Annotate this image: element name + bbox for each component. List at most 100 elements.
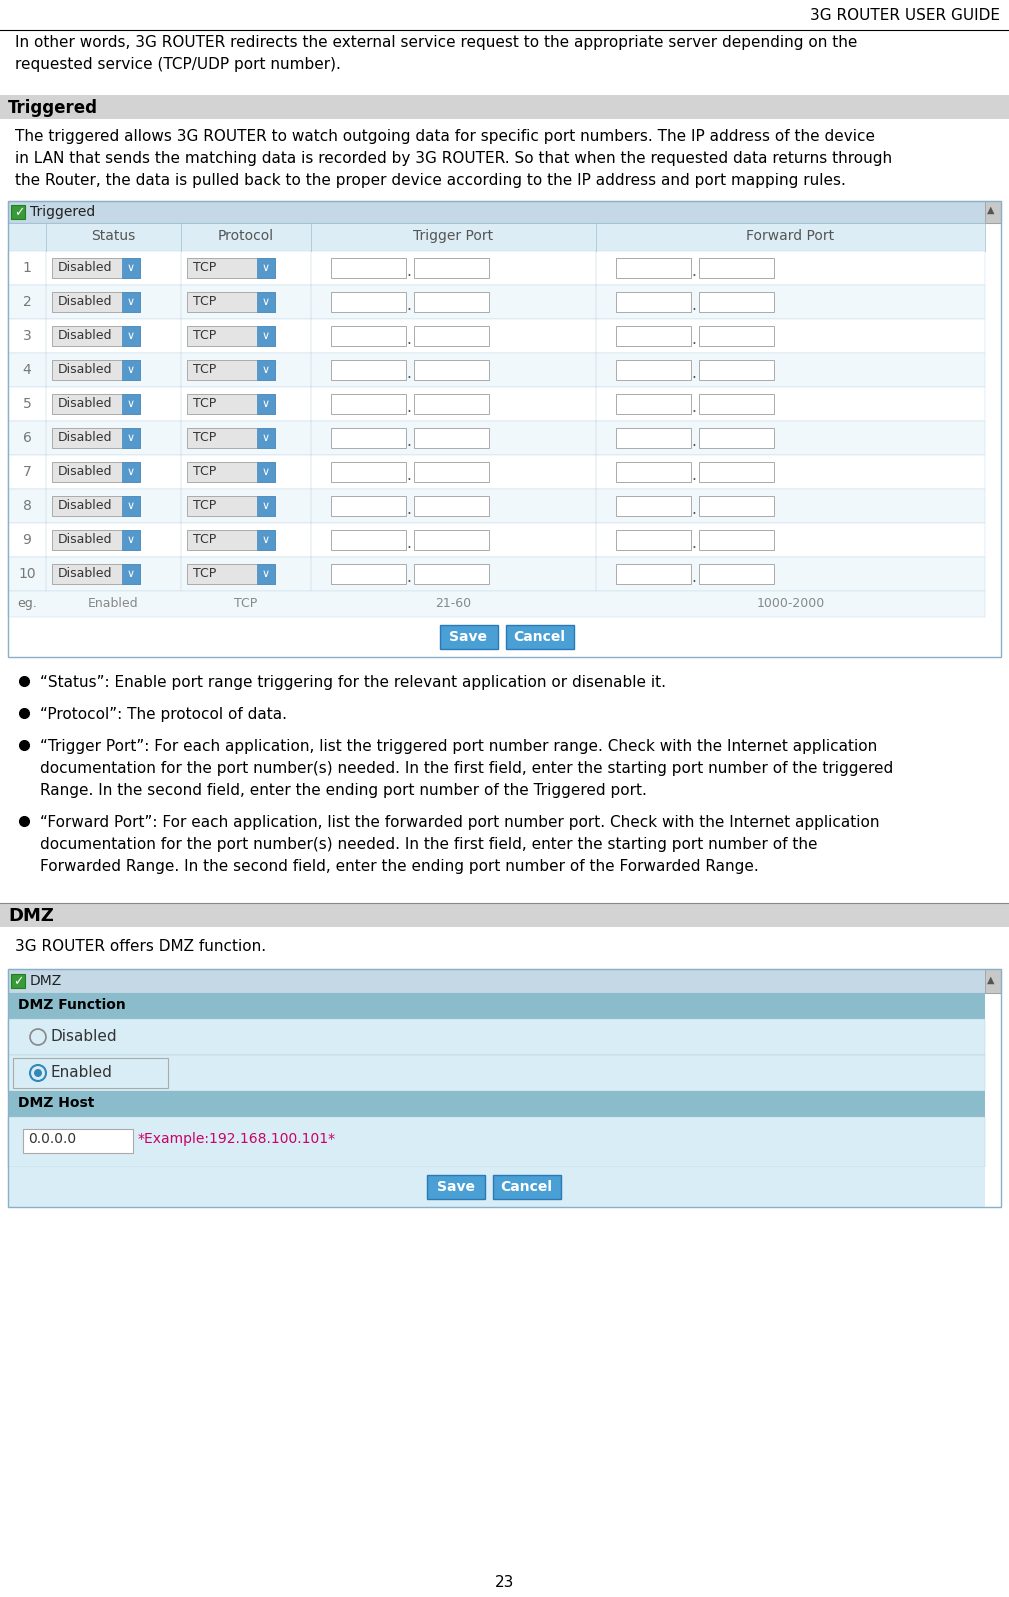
Text: 8: 8	[22, 498, 31, 513]
Text: 3G ROUTER USER GUIDE: 3G ROUTER USER GUIDE	[810, 8, 1000, 22]
Bar	[122, 462, 140, 482]
Bar	[699, 259, 774, 278]
Bar	[122, 428, 140, 449]
Bar	[257, 530, 275, 549]
Text: 1: 1	[22, 260, 31, 275]
Bar	[492, 1175, 561, 1199]
Text: 21-60: 21-60	[436, 597, 471, 610]
Bar	[0, 902, 1009, 926]
Text: ∨: ∨	[262, 297, 270, 307]
Text: ∨: ∨	[262, 366, 270, 375]
Bar	[8, 1091, 985, 1116]
Bar	[331, 292, 406, 311]
Bar	[23, 1129, 133, 1153]
Text: Trigger Port: Trigger Port	[414, 228, 493, 243]
Bar	[331, 530, 406, 549]
Text: 1000-2000: 1000-2000	[757, 597, 824, 610]
Text: .: .	[407, 264, 412, 279]
Text: TCP: TCP	[193, 329, 216, 342]
Text: .: .	[691, 332, 696, 347]
Text: ∨: ∨	[262, 399, 270, 409]
Bar	[187, 564, 275, 585]
Text: ∨: ∨	[262, 466, 270, 478]
Text: ▲: ▲	[987, 204, 995, 216]
Text: TCP: TCP	[193, 465, 216, 478]
Text: ∨: ∨	[127, 535, 135, 545]
Bar	[985, 201, 1001, 224]
Text: 23: 23	[494, 1575, 515, 1591]
Bar	[616, 326, 691, 347]
Bar	[331, 259, 406, 278]
Bar	[699, 292, 774, 311]
Text: ∨: ∨	[262, 331, 270, 342]
Bar	[331, 394, 406, 414]
Text: ∨: ∨	[262, 433, 270, 442]
Bar	[616, 530, 691, 549]
Text: Disabled: Disabled	[58, 329, 112, 342]
Text: 3: 3	[22, 329, 31, 343]
Text: ∨: ∨	[127, 331, 135, 342]
Text: Disabled: Disabled	[58, 295, 112, 308]
Text: ∨: ∨	[127, 569, 135, 580]
Bar	[11, 974, 25, 989]
Bar	[8, 422, 985, 455]
Text: ∨: ∨	[262, 569, 270, 580]
Bar	[52, 359, 140, 380]
Bar	[122, 259, 140, 278]
Text: The triggered allows 3G ROUTER to watch outgoing data for specific port numbers.: The triggered allows 3G ROUTER to watch …	[15, 129, 875, 144]
Bar	[616, 497, 691, 516]
Text: Status: Status	[92, 228, 135, 243]
Bar	[122, 359, 140, 380]
Text: Disabled: Disabled	[58, 498, 112, 513]
Circle shape	[34, 1068, 42, 1076]
Text: “Status”: Enable port range triggering for the relevant application or disenable: “Status”: Enable port range triggering f…	[40, 676, 666, 690]
Bar	[52, 259, 140, 278]
Text: Save: Save	[449, 629, 487, 644]
Text: .: .	[407, 332, 412, 347]
Bar	[331, 428, 406, 449]
Bar	[187, 497, 275, 516]
Bar	[8, 201, 1001, 656]
Text: Disabled: Disabled	[58, 533, 112, 546]
Bar	[257, 359, 275, 380]
Bar	[8, 969, 1001, 993]
Bar	[427, 1175, 484, 1199]
Bar	[699, 394, 774, 414]
Text: *Example:192.168.100.101*: *Example:192.168.100.101*	[138, 1132, 336, 1147]
Text: 4: 4	[22, 363, 31, 377]
Bar	[8, 993, 985, 1019]
Bar	[414, 428, 489, 449]
Bar	[257, 564, 275, 585]
Text: ∨: ∨	[262, 264, 270, 273]
Text: Enabled: Enabled	[51, 1065, 113, 1080]
Bar	[187, 326, 275, 347]
Bar	[52, 326, 140, 347]
Text: Disabled: Disabled	[58, 465, 112, 478]
Text: .: .	[691, 468, 696, 482]
Bar	[414, 359, 489, 380]
Text: .: .	[691, 366, 696, 382]
Bar	[122, 564, 140, 585]
Text: ∨: ∨	[127, 433, 135, 442]
Text: TCP: TCP	[234, 597, 257, 610]
Text: Forwarded Range. In the second field, enter the ending port number of the Forwar: Forwarded Range. In the second field, en…	[40, 859, 759, 874]
Text: ✓: ✓	[14, 206, 24, 219]
Bar	[52, 530, 140, 549]
Text: documentation for the port number(s) needed. In the first field, enter the start: documentation for the port number(s) nee…	[40, 837, 817, 853]
Text: Disabled: Disabled	[58, 260, 112, 275]
Text: 5: 5	[22, 398, 31, 410]
Bar	[414, 530, 489, 549]
Text: ✓: ✓	[13, 976, 23, 989]
Bar	[187, 462, 275, 482]
Bar	[414, 564, 489, 585]
Text: 6: 6	[22, 431, 31, 446]
Bar	[52, 497, 140, 516]
Bar	[257, 394, 275, 414]
Bar	[440, 624, 497, 648]
Text: .: .	[407, 468, 412, 482]
Text: ∨: ∨	[127, 501, 135, 511]
Bar	[8, 1019, 985, 1056]
Bar	[414, 326, 489, 347]
Text: 2: 2	[22, 295, 31, 308]
Text: Cancel: Cancel	[514, 629, 565, 644]
